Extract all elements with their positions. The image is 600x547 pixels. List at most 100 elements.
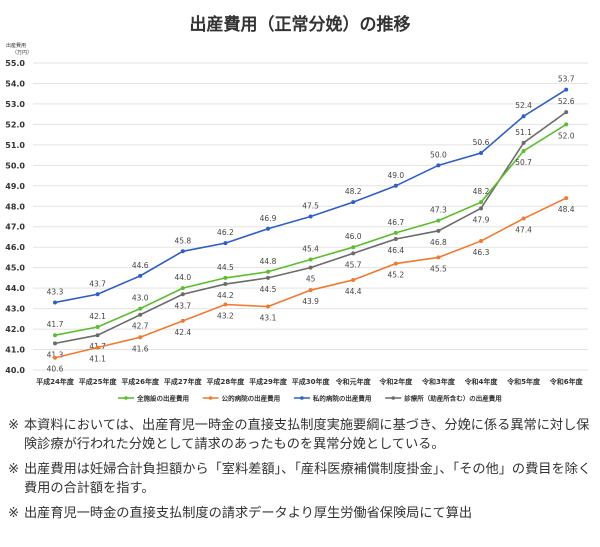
y-axis-label: 出産費用 (6, 42, 26, 49)
line-chart: 出産費用（万円） 40.0 41.0 42.0 43.0 44.0 45.0 46.0 47.0… (5, 42, 588, 403)
y-tick-label: 53.0 (5, 100, 25, 109)
data-label: 52.4 (515, 101, 532, 110)
data-point (138, 273, 143, 278)
y-tick-label: 54.0 (5, 79, 25, 88)
data-label: 45.4 (302, 244, 319, 253)
data-label: 48.2 (473, 187, 490, 196)
data-label: 45 (306, 275, 316, 284)
y-tick-label: 46.0 (5, 243, 25, 252)
note-text: 出産費用は妊婦合計負担額から「室料差額」、「産科医療補償制度掛金」、「その他」の… (24, 462, 592, 496)
data-point (266, 226, 270, 231)
x-tick-label: 平成26年度 (121, 377, 160, 386)
note-text: 出産育児一時金の直接支払制度の請求データより厚生労働省保険局にて算出 (24, 506, 473, 521)
data-point (564, 110, 569, 115)
data-label: 53.7 (558, 75, 575, 84)
legend-label: 全施設の出産費用 (136, 394, 189, 403)
data-point (95, 325, 100, 330)
data-point (180, 318, 185, 323)
data-point (223, 241, 228, 246)
data-label: 48.2 (345, 187, 362, 196)
legend-label: 公的病院の出産費用 (222, 394, 281, 403)
notes: ※ 本資料においては、出産育児一時金の直接支払制度実施要綱に基づき、分娩に係る異常… (8, 416, 596, 529)
chart-title: 出産費用（正常分娩）の推移 (189, 15, 411, 35)
data-point (351, 277, 356, 282)
y-tick-label: 44.0 (5, 284, 25, 293)
note-mark: ※ (8, 462, 20, 477)
y-tick-label: 52.0 (5, 120, 25, 129)
data-label: 41.6 (132, 344, 149, 353)
y-tick-label: 43.0 (5, 305, 25, 314)
data-point (53, 341, 57, 346)
data-label: 41.1 (89, 354, 106, 363)
data-label: 46.7 (387, 218, 404, 227)
legend-marker (208, 396, 213, 400)
data-point (351, 200, 356, 205)
data-point (223, 302, 228, 307)
data-point (180, 286, 185, 291)
x-tick-label: 平成28年度 (207, 377, 246, 386)
data-label: 43.7 (89, 279, 106, 288)
data-point (436, 163, 441, 168)
data-point (95, 292, 100, 297)
x-tick-label: 平成30年度 (292, 377, 331, 386)
data-label: 44.5 (260, 285, 277, 294)
data-label: 44.5 (217, 263, 234, 272)
data-label: 43.9 (302, 297, 319, 306)
data-point (53, 300, 57, 305)
data-label: 42.7 (132, 322, 149, 331)
data-label: 51.1 (515, 128, 532, 137)
data-point (266, 269, 270, 274)
data-point (521, 149, 526, 154)
data-label: 47.4 (515, 226, 532, 235)
note-mark: ※ (8, 418, 20, 433)
x-tick-label: 令和6年度 (549, 377, 584, 386)
data-label: 44.6 (132, 261, 149, 270)
data-point (266, 275, 270, 280)
y-tick-label: 47.0 (5, 223, 25, 232)
data-label: 46.9 (260, 214, 277, 223)
data-label: 45.7 (345, 260, 362, 269)
data-point (564, 87, 569, 92)
data-point (436, 255, 441, 260)
data-label: 50.7 (515, 158, 532, 167)
data-label: 49.0 (387, 171, 404, 180)
note: ※ 出産費用は妊婦合計負担額から「室料差額」、「産科医療補償制度掛金」、「その他」… (8, 460, 596, 498)
x-tick-label: 令和2年度 (378, 377, 413, 386)
y-tick-label: 40.0 (5, 366, 25, 375)
data-label: 42.4 (174, 328, 191, 337)
data-point (95, 345, 100, 350)
data-label: 52.0 (558, 131, 575, 140)
data-point (393, 237, 398, 242)
y-tick-label: 42.0 (5, 325, 25, 334)
data-point (308, 257, 313, 262)
data-point (393, 261, 398, 266)
x-tick-label: 平成24年度 (36, 377, 75, 386)
data-label: 45.2 (387, 271, 404, 280)
data-point (479, 206, 483, 211)
data-label: 46.4 (387, 246, 404, 255)
data-point (266, 304, 270, 309)
data-label: 47.3 (430, 206, 447, 215)
x-tick-label: 令和4年度 (464, 377, 499, 386)
data-label: 40.6 (47, 365, 64, 374)
data-point (53, 355, 57, 360)
data-label: 45.8 (174, 236, 191, 245)
data-point (393, 183, 398, 188)
data-point (564, 196, 569, 201)
data-point (138, 306, 143, 311)
data-label: 50.6 (473, 138, 490, 147)
data-point (521, 216, 526, 221)
data-label: 44.2 (217, 291, 234, 300)
note-mark: ※ (8, 506, 20, 521)
data-label: 43.1 (260, 314, 277, 323)
legend-marker (124, 396, 128, 400)
data-point (95, 333, 100, 338)
data-label: 46.0 (345, 232, 362, 241)
note: ※ 本資料においては、出産育児一時金の直接支払制度実施要綱に基づき、分娩に係る異常… (8, 416, 596, 454)
x-tick-label: 令和5年度 (506, 377, 541, 386)
legend-label: 私的病院の出産費用 (312, 394, 372, 403)
data-label: 52.6 (558, 97, 575, 106)
x-tick-label: 平成25年度 (79, 377, 118, 386)
data-label: 47.5 (302, 202, 319, 211)
y-tick-label: 45.0 (5, 264, 25, 273)
